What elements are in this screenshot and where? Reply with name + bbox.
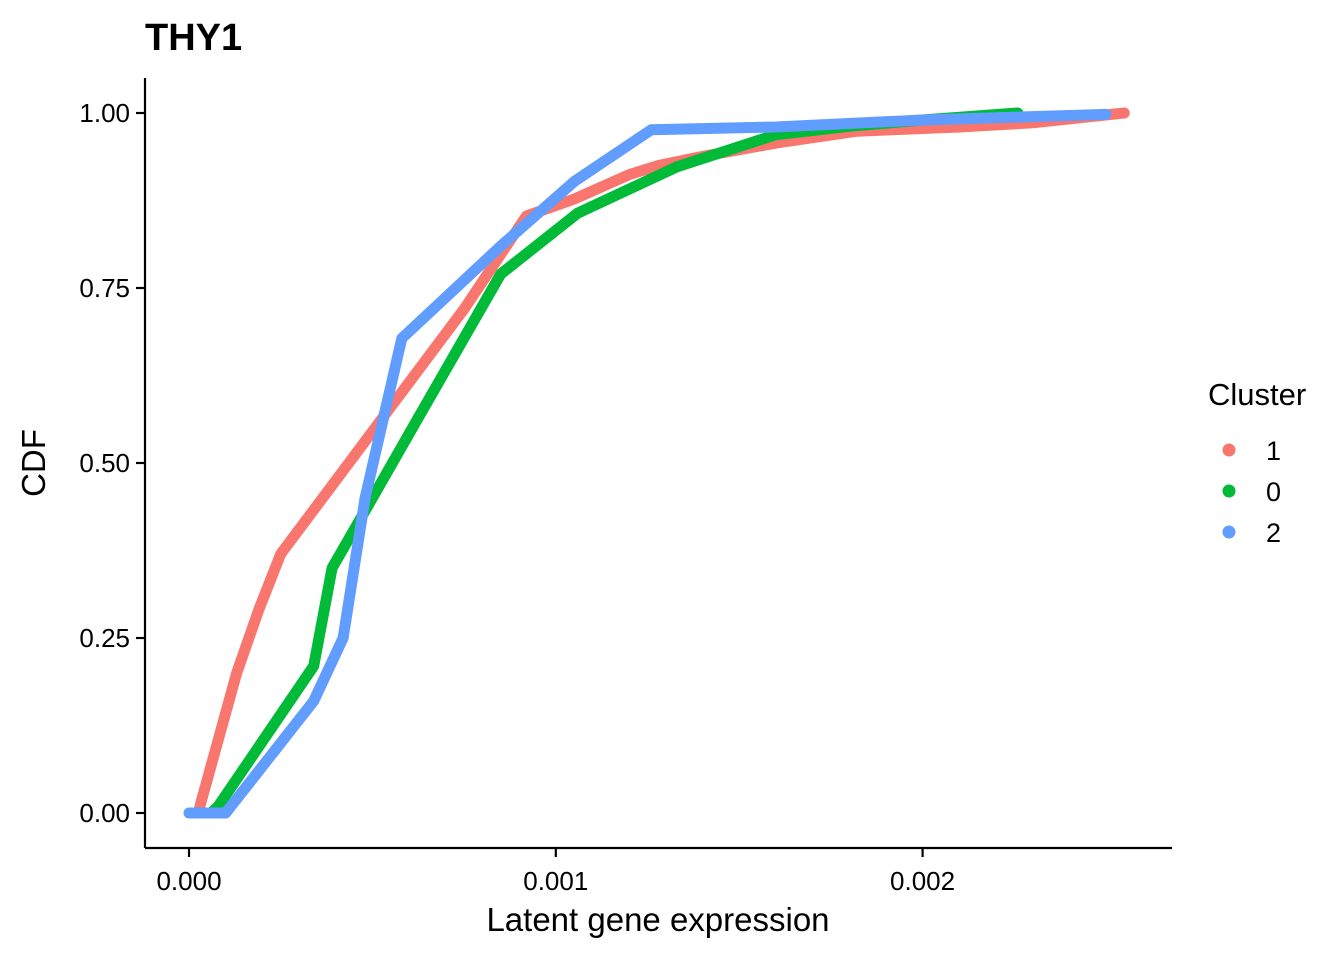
legend: Cluster 1 0 2 [1208,377,1306,548]
x-tick-label: 0.000 [156,866,221,896]
chart-title: THY1 [145,17,242,59]
legend-label-cluster-0: 0 [1266,477,1281,507]
x-axis-title: Latent gene expression [486,901,829,938]
y-tick-label: 0.25 [79,623,130,653]
legend-key-cluster-1 [1222,443,1236,457]
legend-key-cluster-0 [1222,484,1236,498]
y-tick-label: 0.50 [79,448,130,478]
series-line-cluster-0 [205,107,1024,819]
legend-title: Cluster [1208,377,1306,412]
x-tick-label: 0.002 [890,866,955,896]
y-axis-ticks: 0.00 0.25 0.50 0.75 1.00 [79,98,145,828]
y-axis-title: CDF [15,429,52,497]
legend-label-cluster-2: 2 [1266,518,1281,548]
legend-label-cluster-1: 1 [1266,436,1281,466]
x-axis-ticks: 0.000 0.001 0.002 [156,848,955,896]
series-line-cluster-2 [183,108,1112,819]
y-tick-label: 0.00 [79,798,130,828]
x-tick-label: 0.001 [523,866,588,896]
series-line-cluster-1 [192,107,1130,819]
y-tick-label: 0.75 [79,273,130,303]
plot-lines [183,107,1130,819]
y-tick-label: 1.00 [79,98,130,128]
legend-key-cluster-2 [1222,525,1236,539]
